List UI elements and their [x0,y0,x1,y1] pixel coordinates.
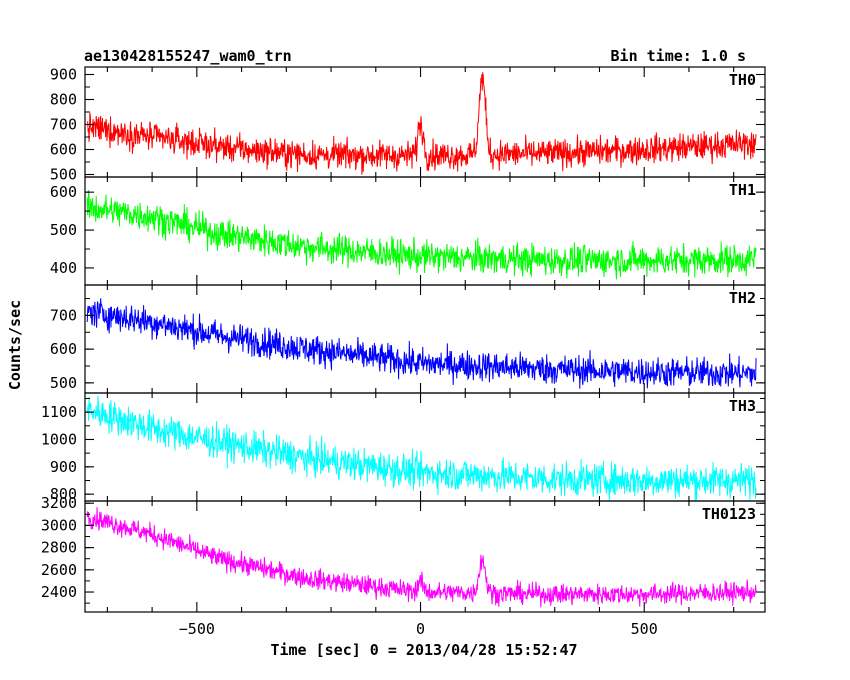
y-tick-label: 500 [50,221,77,239]
y-tick-label: 600 [50,183,77,201]
y-tick-label: 2800 [41,539,77,557]
y-tick-label: 600 [50,340,77,358]
x-tick-label: −500 [179,620,215,638]
panel-th0: TH0 500 600 700 800 900 [50,66,766,184]
y-tick-label: 800 [50,485,77,503]
panel-th1: TH1 400 500 600 [50,176,766,286]
y-tick-label: 700 [50,306,77,324]
y-tick-label: 2600 [41,561,77,579]
bin-time-label: Bin time: 1.0 s [611,47,746,65]
y-axis-label: Counts/sec [6,300,24,390]
y-tick-label: 700 [50,116,77,134]
y-tick-label: 400 [50,259,77,277]
panel-label: TH0 [729,71,756,89]
y-tick-label: 3200 [41,494,77,512]
y-tick-label: 1100 [41,403,77,421]
panel-th0123: TH0123 2400 2600 2800 3000 3200 [41,494,766,613]
y-tick-label: 3000 [41,516,77,534]
panel-label: TH3 [729,397,756,415]
panel-th3: TH3 800 900 1000 1100 [41,392,766,503]
series-line-th0123 [86,507,757,608]
chart-title: ae130428155247_wam0_trn [84,47,292,65]
panel-th2: TH2 500 600 700 [50,284,766,394]
y-tick-label: 2400 [41,583,77,601]
y-tick-label: 600 [50,141,77,159]
panel-label: TH2 [729,289,756,307]
series-line-th2 [86,298,757,389]
y-tick-label: 800 [50,91,77,109]
y-tick-label: 900 [50,458,77,476]
series-line-th3 [86,395,757,501]
panel-frame [84,284,766,394]
y-tick-label: 500 [50,166,77,184]
panel-frame [84,500,766,613]
panel-label: TH0123 [702,505,756,523]
panel-label: TH1 [729,181,756,199]
x-tick-label: 500 [631,620,658,638]
panel-stack: TH0500600700800900TH1400500600TH25006007… [41,66,766,638]
series-line-th1 [86,190,757,280]
x-axis-label: Time [sec] 0 = 2013/04/28 15:52:47 [270,641,577,659]
panel-frame [84,66,766,178]
series-line-th0 [86,72,757,175]
y-tick-label: 900 [50,66,77,84]
y-tick-label: 1000 [41,430,77,448]
x-tick-label: 0 [416,620,425,638]
y-tick-label: 500 [50,374,77,392]
